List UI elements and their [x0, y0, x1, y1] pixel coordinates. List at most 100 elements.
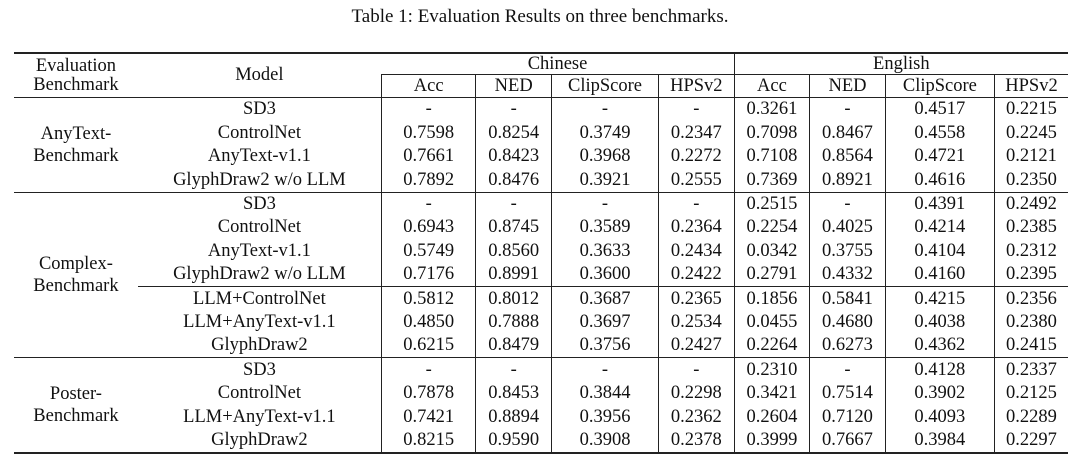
metric-value: 0.3697	[550, 310, 659, 334]
header-benchmark: Evaluation Benchmark	[14, 52, 138, 98]
metric-value: 0.8254	[475, 121, 552, 145]
metric-value: 0.2121	[993, 144, 1068, 169]
benchmark-name-line2: Benchmark	[33, 406, 119, 427]
table-caption: Table 1: Evaluation Results on three ben…	[351, 6, 729, 27]
header-row-languages: Evaluation Benchmark Model Chinese Engli…	[14, 52, 1068, 98]
header-benchmark-line1: Evaluation	[35, 56, 117, 76]
metric-value: 0.2604	[733, 405, 810, 429]
table-row: GlyphDraw2 w/o LLM 0.7892 0.8476 0.3921 0.25…	[14, 168, 1068, 193]
results-body: AnyText- Benchmark SD3- - - -0.3261-0.4517 0.2…	[14, 97, 1068, 453]
benchmark-name-line1: Poster-	[49, 383, 102, 404]
metric-value: 0.2350	[993, 168, 1068, 193]
table-row: Complex- Benchmark SD3- - - -0.2515-0.4391 0.2…	[14, 191, 1068, 358]
metric-value: 0.5749	[380, 239, 476, 263]
metric-value: 0.7892	[380, 168, 476, 193]
metric-value: 0.8479	[475, 333, 552, 358]
metric-value: 0.3633	[550, 239, 659, 263]
metric-value: 0.7888	[475, 310, 552, 334]
metric-value: 0.3600	[550, 262, 659, 287]
metric-value: 0.0455	[733, 310, 810, 334]
metric-value: 0.4104	[884, 239, 995, 263]
benchmark-name-line2: Benchmark	[33, 145, 119, 166]
header-metric: NED	[809, 74, 886, 98]
metric-value: 0.3589	[550, 215, 659, 240]
metric-value: -	[475, 97, 552, 122]
benchmark-name-line1: AnyText-	[40, 123, 112, 144]
metric-value: 0.4391	[884, 191, 995, 216]
metric-value: 0.2515	[733, 191, 810, 216]
metric-value: 0.7661	[380, 144, 476, 169]
metric-value: 0.2215	[993, 97, 1068, 122]
metric-value: -	[809, 97, 886, 122]
table-row: LLM+AnyText-v1.1 0.7421 0.8894 0.3956 0.2362…	[14, 405, 1068, 429]
header-metric: ClipScore	[884, 74, 995, 98]
table-row: ControlNet 0.7598 0.8254 0.3749 0.2347 0.7098…	[14, 121, 1068, 145]
metric-value: 0.3908	[550, 428, 659, 453]
metric-value: -	[658, 191, 735, 216]
metric-value: 0.5841	[809, 286, 886, 311]
metric-value: 0.3749	[550, 121, 659, 145]
header-metric: ClipScore	[550, 74, 659, 98]
metric-value: 0.7514	[809, 381, 886, 406]
metric-value: 0.6273	[809, 333, 886, 358]
model-name: SD3	[137, 357, 382, 382]
metric-value: -	[475, 191, 552, 216]
metric-value: 0.3756	[550, 333, 659, 358]
model-name: SD3	[137, 191, 382, 216]
metric-value: 0.2337	[993, 357, 1068, 382]
metric-value: 0.0342	[733, 239, 810, 263]
benchmark-name: Complex- Benchmark	[14, 191, 138, 358]
metric-value: 0.4362	[884, 333, 995, 358]
metric-value: 0.2362	[658, 405, 735, 429]
metric-value: 0.3902	[884, 381, 995, 406]
metric-value: 0.4214	[884, 215, 995, 240]
metric-value: 0.7120	[809, 405, 886, 429]
table-row: GlyphDraw2 0.8215 0.9590 0.3908 0.2378 0.3999…	[14, 428, 1068, 453]
metric-value: 0.8560	[475, 239, 552, 263]
metric-value: 0.7421	[380, 405, 476, 429]
metric-value: 0.2289	[993, 405, 1068, 429]
metric-value: -	[380, 97, 476, 122]
table-row: GlyphDraw2 w/o LLM 0.7176 0.8991 0.3600 0.24…	[14, 262, 1068, 287]
metric-value: 0.8476	[475, 168, 552, 193]
model-name: GlyphDraw2	[211, 429, 308, 450]
header-chinese: Chinese	[381, 52, 735, 75]
metric-value: 0.3956	[550, 405, 659, 429]
table-row: ControlNet 0.6943 0.8745 0.3589 0.2364 0.2254…	[14, 215, 1068, 240]
metric-value: 0.2427	[658, 333, 735, 358]
metric-value: 0.2298	[658, 381, 735, 406]
benchmark-name-line1: Complex-	[38, 253, 113, 274]
metric-value: 0.2312	[993, 239, 1068, 263]
table-row: LLM+ControlNet 0.5812 0.8012 0.3687 0.2365 0.…	[14, 286, 1068, 311]
metric-value: 0.2297	[993, 428, 1068, 453]
model-name: LLM+AnyText-v1.1	[183, 406, 336, 427]
metric-value: 0.8012	[475, 286, 552, 311]
metric-value: 0.7598	[380, 121, 476, 145]
metric-value: 0.4616	[884, 168, 995, 193]
header-metric: HPSv2	[993, 74, 1068, 98]
metric-value: 0.2264	[733, 333, 810, 358]
metric-value: 0.2310	[733, 357, 810, 382]
metric-value: 0.4721	[884, 144, 995, 169]
metric-value: 0.9590	[475, 428, 552, 453]
benchmark-name: Poster- Benchmark	[14, 357, 138, 453]
header-benchmark-line2: Benchmark	[33, 74, 119, 95]
metric-value: 0.2791	[733, 262, 810, 287]
header-metric: NED	[475, 74, 552, 98]
metric-value: 0.3687	[550, 286, 659, 311]
model-name: LLM+ControlNet	[137, 286, 382, 311]
results-table: Evaluation Benchmark Model Chinese Engli…	[14, 52, 1068, 454]
metric-value: 0.2385	[993, 215, 1068, 240]
model-name: GlyphDraw2 w/o LLM	[173, 264, 346, 285]
metric-value: 0.2555	[658, 168, 735, 193]
metric-value: 0.7667	[809, 428, 886, 453]
metric-value: 0.7176	[380, 262, 476, 287]
metric-value: 0.8453	[475, 381, 552, 406]
metric-value: 0.2272	[658, 144, 735, 169]
metric-value: 0.2395	[993, 262, 1068, 287]
metric-value: 0.4160	[884, 262, 995, 287]
metric-value: 0.2492	[993, 191, 1068, 216]
table-row: GlyphDraw2 0.6215 0.8479 0.3756 0.2427 0.2264…	[14, 333, 1068, 358]
metric-value: -	[550, 191, 659, 216]
metric-value: 0.3968	[550, 144, 659, 169]
